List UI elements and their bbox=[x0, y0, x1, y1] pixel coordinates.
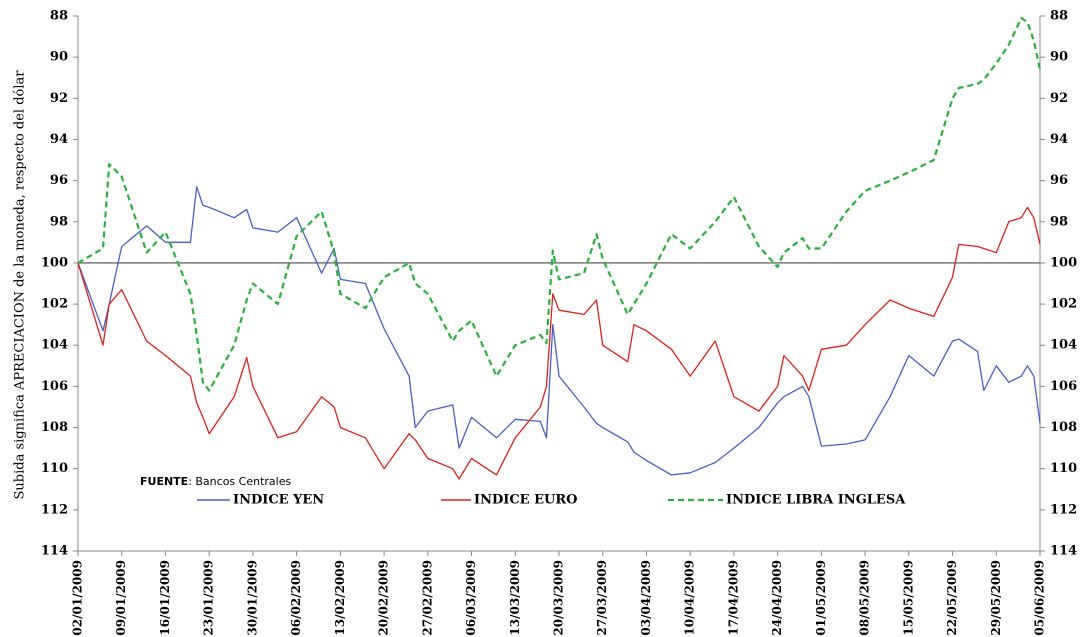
y-tick-label: 90 bbox=[50, 50, 68, 65]
x-tick-label: 05/06/2009 bbox=[1033, 560, 1047, 636]
y2-tick-label: 112 bbox=[1050, 502, 1077, 517]
y-tick-label: 100 bbox=[41, 255, 68, 270]
y2-tick-label: 102 bbox=[1050, 297, 1077, 312]
y2-tick-label: 108 bbox=[1050, 420, 1077, 435]
y-tick-label: 102 bbox=[41, 297, 68, 312]
x-tick-label: 27/03/2009 bbox=[595, 560, 609, 636]
legend-label: INDICE EURO bbox=[474, 493, 577, 508]
x-tick-label: 29/05/2009 bbox=[989, 560, 1003, 636]
source-note: FUENTE: Bancos Centrales bbox=[140, 475, 291, 488]
x-tick-label: 09/01/2009 bbox=[114, 560, 128, 636]
legend-label: INDICE YEN bbox=[233, 493, 324, 508]
series-line bbox=[77, 186, 1041, 476]
x-tick-label: 02/01/2009 bbox=[71, 560, 85, 636]
legend-label: INDICE LIBRA INGLESA bbox=[726, 493, 906, 508]
x-tick-label: 08/05/2009 bbox=[858, 560, 872, 636]
y-tick-label: 88 bbox=[50, 9, 68, 24]
x-tick-label: 27/02/2009 bbox=[420, 560, 434, 636]
y-tick-label: 106 bbox=[41, 379, 68, 394]
y-tick-label: 112 bbox=[41, 502, 68, 517]
x-tick-label: 23/01/2009 bbox=[202, 560, 216, 636]
x-tick-label: 24/04/2009 bbox=[770, 560, 784, 636]
y2-tick-label: 88 bbox=[1050, 9, 1068, 24]
x-tick-label: 20/03/2009 bbox=[552, 560, 566, 636]
y2-tick-label: 94 bbox=[1050, 132, 1068, 147]
x-tick-label: 13/02/2009 bbox=[333, 560, 347, 636]
y2-tick-label: 98 bbox=[1050, 214, 1068, 229]
x-tick-label: 10/04/2009 bbox=[683, 560, 697, 636]
x-tick-label: 20/02/2009 bbox=[377, 560, 391, 636]
y-tick-label: 92 bbox=[50, 91, 68, 106]
source-text: : Bancos Centrales bbox=[188, 475, 291, 488]
y-tick-label: 104 bbox=[41, 338, 68, 353]
series-line bbox=[77, 17, 1042, 392]
x-tick-label: 16/01/2009 bbox=[158, 560, 172, 636]
x-tick-label: 03/04/2009 bbox=[639, 560, 653, 636]
y-tick-label: 108 bbox=[41, 420, 68, 435]
y2-tick-label: 96 bbox=[1050, 173, 1068, 188]
series-line bbox=[77, 206, 1041, 480]
y-tick-label: 96 bbox=[50, 173, 68, 188]
x-tick-label: 13/03/2009 bbox=[508, 560, 522, 636]
y-tick-label: 114 bbox=[41, 544, 68, 559]
x-tick-label: 30/01/2009 bbox=[245, 560, 259, 636]
y-axis-title: Subida significa APRECIACION de la moned… bbox=[13, 70, 28, 500]
x-tick-label: 01/05/2009 bbox=[814, 560, 828, 636]
y2-tick-label: 92 bbox=[1050, 91, 1068, 106]
y2-tick-label: 90 bbox=[1050, 50, 1068, 65]
y2-tick-label: 106 bbox=[1050, 379, 1077, 394]
x-tick-label: 15/05/2009 bbox=[901, 560, 915, 636]
x-tick-label: 17/04/2009 bbox=[726, 560, 740, 636]
y2-tick-label: 104 bbox=[1050, 338, 1077, 353]
y-tick-label: 110 bbox=[41, 461, 68, 476]
x-tick-label: 22/05/2009 bbox=[945, 560, 959, 636]
y2-tick-label: 100 bbox=[1050, 255, 1077, 270]
y2-tick-label: 110 bbox=[1050, 461, 1077, 476]
y-tick-label: 94 bbox=[50, 132, 68, 147]
y2-tick-label: 114 bbox=[1050, 544, 1077, 559]
x-tick-label: 06/03/2009 bbox=[464, 560, 478, 636]
x-tick-label: 06/02/2009 bbox=[289, 560, 303, 636]
y-tick-label: 98 bbox=[50, 214, 68, 229]
source-label: FUENTE bbox=[140, 475, 188, 488]
